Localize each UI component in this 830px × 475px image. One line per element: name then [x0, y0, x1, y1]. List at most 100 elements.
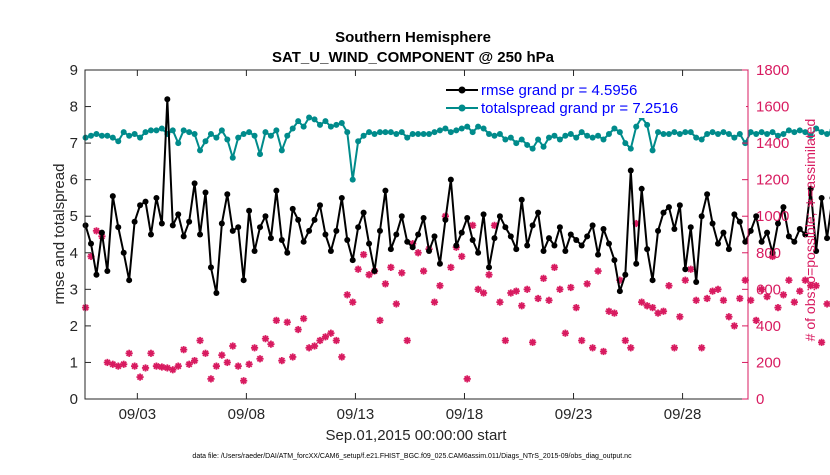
obs-assimilated-marker: [551, 264, 558, 271]
rmse-point: [650, 277, 656, 283]
totalspread-point: [748, 129, 754, 135]
totalspread-point: [262, 129, 268, 135]
rmse-point: [731, 211, 737, 217]
obs-assimilated-marker: [278, 357, 285, 364]
obs-assimilated-marker: [120, 361, 127, 368]
totalspread-point: [399, 129, 405, 135]
rmse-point: [819, 195, 825, 201]
totalspread-point: [121, 129, 127, 135]
rmse-point: [410, 244, 416, 250]
obs-assimilated-marker: [186, 361, 193, 368]
totalspread-point: [519, 136, 525, 142]
legend-rmse-label: rmse grand pr = 4.5956: [481, 82, 637, 99]
totalspread-point: [819, 129, 825, 135]
y-right-tick-label: 400: [756, 318, 781, 335]
y-right-tick-label: 1200: [756, 172, 789, 189]
rmse-point: [786, 233, 792, 239]
totalspread-point: [366, 129, 372, 135]
totalspread-point: [601, 136, 607, 142]
obs-assimilated-marker: [524, 286, 531, 293]
rmse-point: [295, 217, 301, 223]
rmse-point: [88, 241, 94, 247]
rmse-point: [448, 177, 454, 183]
rmse-point: [121, 250, 127, 256]
totalspread-point: [377, 129, 383, 135]
obs-assimilated-marker: [393, 300, 400, 307]
totalspread-point: [579, 129, 585, 135]
obs-assimilated-marker: [229, 342, 236, 349]
totalspread-point: [279, 147, 285, 153]
obs-assimilated-marker: [300, 315, 307, 322]
rmse-point: [361, 210, 367, 216]
obs-assimilated-marker: [556, 286, 563, 293]
y-right-tick-label: 200: [756, 354, 781, 371]
rmse-point: [268, 235, 274, 241]
obs-assimilated-marker: [698, 344, 705, 351]
obs-assimilated-marker: [731, 322, 738, 329]
obs-assimilated-marker: [496, 299, 503, 306]
totalspread-point: [644, 122, 650, 128]
rmse-point: [426, 248, 432, 254]
totalspread-point: [595, 133, 601, 139]
rmse-point: [486, 264, 492, 270]
rmse-point: [372, 268, 378, 274]
rmse-point: [748, 228, 754, 234]
rmse-point: [475, 250, 481, 256]
obs-assimilated-marker: [725, 313, 732, 320]
totalspread-point: [88, 133, 94, 139]
rmse-point: [633, 261, 639, 267]
y-left-tick-label: 3: [70, 281, 78, 298]
rmse-point: [301, 239, 307, 245]
totalspread-point: [393, 131, 399, 137]
obs-assimilated-marker: [567, 284, 574, 291]
obs-assimilated-marker: [360, 251, 367, 258]
obs-assimilated-marker: [638, 299, 645, 306]
rmse-point: [437, 261, 443, 267]
totalspread-point: [551, 133, 557, 139]
totalspread-point: [241, 131, 247, 137]
legend: rmse grand pr = 4.5956 totalspread grand…: [446, 78, 746, 118]
totalspread-point: [181, 127, 187, 133]
footnote: data file: /Users/raeder/DAI/ATM_forcXX/…: [192, 453, 632, 460]
obs-assimilated-marker: [180, 346, 187, 353]
rmse-point: [175, 211, 181, 217]
obs-assimilated-marker: [600, 348, 607, 355]
obs-assimilated-marker: [240, 377, 247, 384]
obs-assimilated-marker: [267, 341, 274, 348]
y-left-tick-label: 8: [70, 99, 78, 116]
rmse-point: [459, 230, 465, 236]
totalspread-point: [208, 131, 214, 137]
y-left-tick-label: 2: [70, 318, 78, 335]
totalspread-point: [486, 131, 492, 137]
rmse-point: [682, 266, 688, 272]
obs-assimilated-marker: [589, 344, 596, 351]
rmse-point: [415, 232, 421, 238]
rmse-point: [153, 195, 159, 201]
rmse-point: [257, 224, 263, 230]
obs-assimilated-marker: [355, 266, 362, 273]
rmse-point: [252, 248, 258, 254]
totalspread-point: [666, 131, 672, 137]
totalspread-point: [426, 131, 432, 137]
rmse-point: [219, 221, 225, 227]
rmse-point: [110, 193, 116, 199]
obs-assimilated-marker: [447, 264, 454, 271]
obs-assimilated-marker: [485, 271, 492, 278]
totalspread-point: [170, 127, 176, 133]
rmse-point: [230, 228, 236, 234]
obs-assimilated-marker: [818, 339, 825, 346]
x-tick-label: 09/23: [555, 406, 593, 423]
obs-assimilated-marker: [720, 297, 727, 304]
obs-assimilated-marker: [82, 304, 89, 311]
totalspread-point: [671, 129, 677, 135]
totalspread-point: [355, 138, 361, 144]
obs-assimilated-marker: [202, 350, 209, 357]
rmse-point: [224, 191, 230, 197]
totalspread-point: [535, 136, 541, 142]
rmse-point: [312, 217, 318, 223]
rmse-point: [382, 188, 388, 194]
obs-assimilated-marker: [627, 344, 634, 351]
obs-assimilated-marker: [622, 337, 629, 344]
rmse-point: [99, 230, 105, 236]
y-right-tick-label: 1600: [756, 99, 789, 116]
